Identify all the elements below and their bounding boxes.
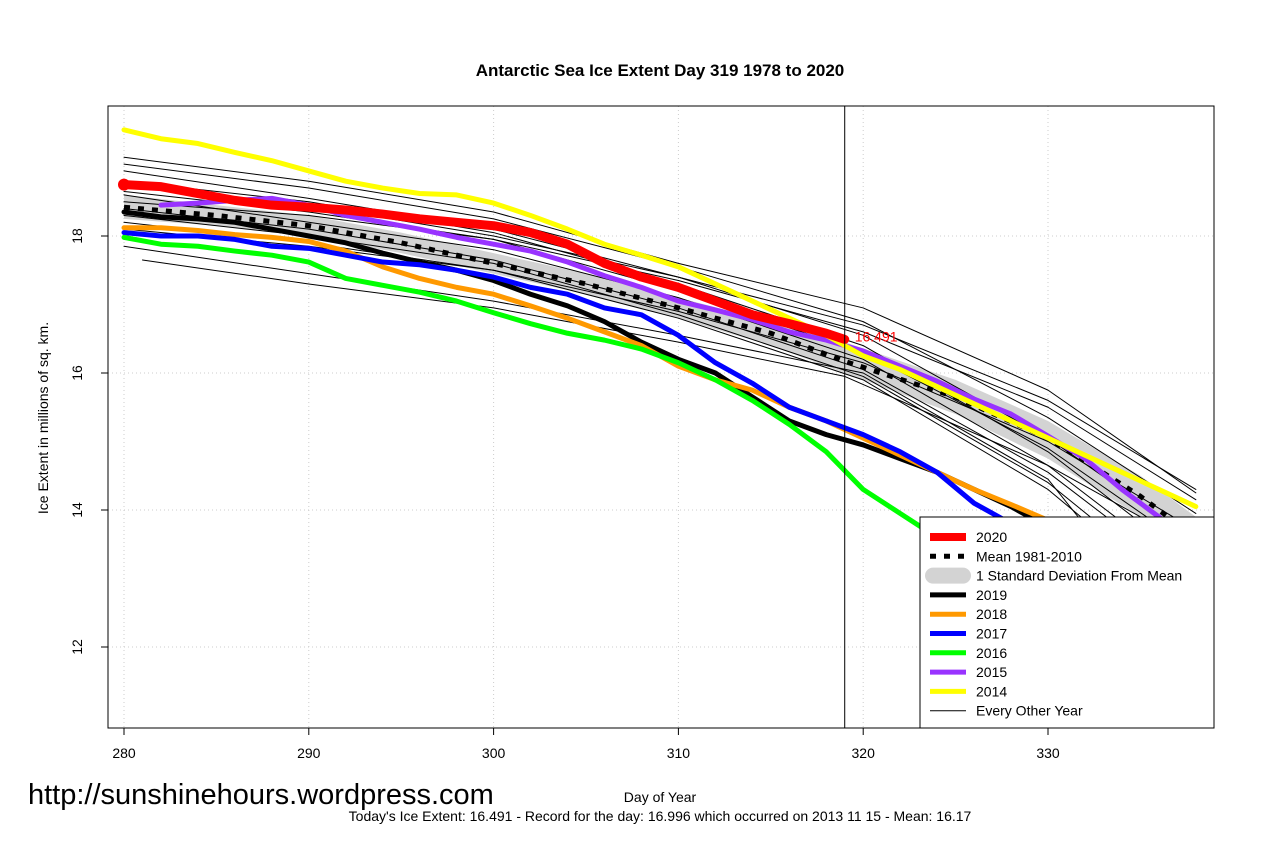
legend-item: 2018 bbox=[930, 606, 1007, 622]
legend-label: 2017 bbox=[976, 626, 1007, 642]
legend: 2020 Mean 1981-2010 1 Standard Deviation F… bbox=[919, 516, 1215, 729]
legend-item: 2016 bbox=[930, 645, 1007, 661]
legend-item: 2020 bbox=[930, 529, 1007, 545]
y-axis: 12 14 16 18 bbox=[69, 228, 108, 655]
series-2020-start-point bbox=[118, 178, 130, 191]
today-annotation: 16.491 bbox=[855, 328, 898, 344]
x-tick-label: 290 bbox=[297, 745, 321, 761]
legend-item: 2014 bbox=[930, 683, 1007, 699]
legend-item: Mean 1981-2010 bbox=[930, 548, 1082, 564]
series-line-2019 bbox=[121, 209, 1199, 629]
legend-label: 1 Standard Deviation From Mean bbox=[976, 568, 1182, 584]
chart-title: Antarctic Sea Ice Extent Day 319 1978 to… bbox=[476, 61, 845, 80]
x-tick-label: 330 bbox=[1036, 745, 1060, 761]
legend-label: 2016 bbox=[976, 645, 1007, 661]
y-tick-label: 18 bbox=[69, 228, 85, 244]
x-axis-label: Day of Year bbox=[624, 789, 697, 805]
legend-label: 2014 bbox=[976, 683, 1007, 699]
y-tick-label: 14 bbox=[69, 502, 85, 518]
footer-summary: Today's Ice Extent: 16.491 - Record for … bbox=[349, 808, 972, 824]
series-line-year-7 bbox=[123, 194, 1197, 579]
y-axis-label: Ice Extent in millions of sq. km. bbox=[35, 322, 51, 514]
x-axis: 280 290 300 310 320 330 bbox=[112, 728, 1060, 761]
series-line-year-11 bbox=[123, 228, 1197, 532]
x-tick-label: 300 bbox=[482, 745, 506, 761]
series-line-every-other-year bbox=[123, 156, 1197, 494]
legend-label: Mean 1981-2010 bbox=[976, 548, 1082, 564]
legend-item: 1 Standard Deviation From Mean bbox=[925, 567, 1182, 584]
series-line-2020 bbox=[119, 180, 850, 344]
watermark: http://sunshinehours.wordpress.com bbox=[28, 779, 494, 811]
legend-label: 2019 bbox=[976, 587, 1007, 603]
legend-item: 2017 bbox=[930, 626, 1007, 642]
legend-label: 2020 bbox=[976, 529, 1007, 545]
grid bbox=[108, 106, 1214, 728]
legend-item: 2015 bbox=[930, 664, 1007, 680]
legend-item: 2019 bbox=[930, 587, 1007, 603]
y-tick-label: 16 bbox=[69, 365, 85, 381]
series-line-2014 bbox=[121, 127, 1199, 510]
legend-label: 2018 bbox=[976, 606, 1007, 622]
series-lines bbox=[118, 127, 1199, 708]
x-tick-label: 280 bbox=[112, 745, 136, 761]
legend-label: 2015 bbox=[976, 664, 1007, 680]
y-tick-label: 12 bbox=[69, 639, 85, 655]
x-tick-label: 320 bbox=[852, 745, 876, 761]
legend-box bbox=[919, 516, 1215, 729]
legend-item: Every Other Year bbox=[930, 703, 1083, 719]
legend-label: Every Other Year bbox=[976, 703, 1083, 719]
x-tick-label: 310 bbox=[667, 745, 691, 761]
plot-frame bbox=[107, 105, 1215, 729]
series-line-year-12 bbox=[123, 201, 1197, 501]
